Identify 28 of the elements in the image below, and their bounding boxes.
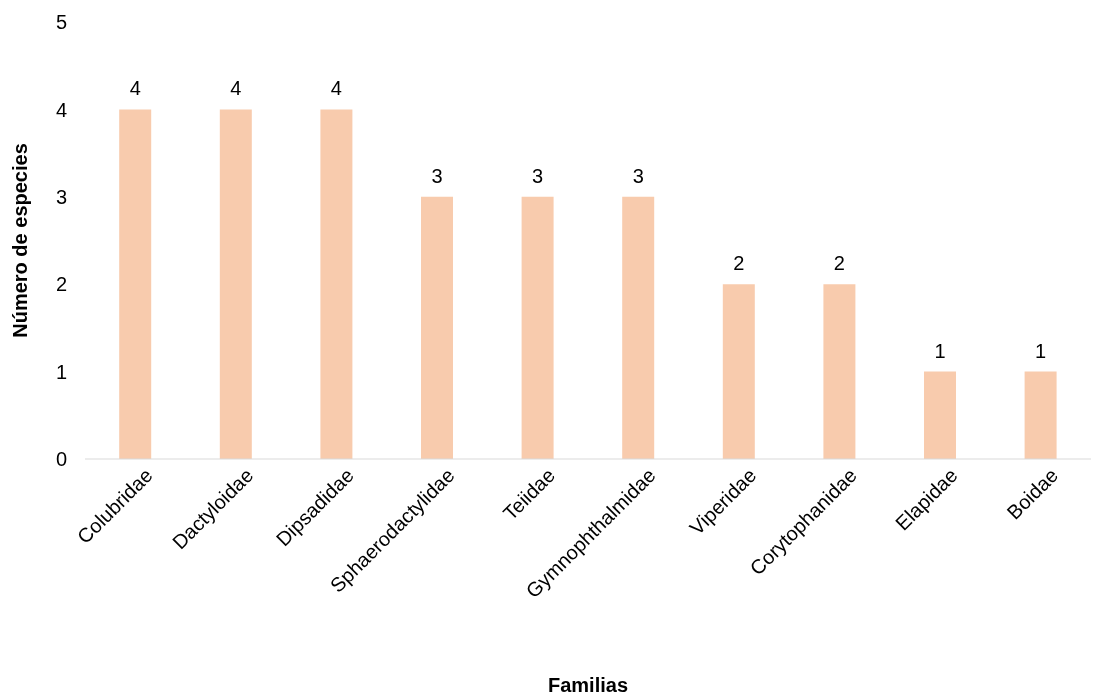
bar	[722, 284, 755, 459]
y-tick-label: 4	[55, 98, 67, 121]
bar	[320, 109, 353, 459]
bar	[924, 371, 956, 459]
y-tick-label: 5	[55, 11, 67, 34]
data-label: 4	[129, 77, 141, 100]
data-label: 3	[532, 164, 544, 187]
y-tick-label: 0	[55, 448, 67, 471]
y-tick-label: 2	[55, 273, 67, 296]
bar	[119, 109, 152, 459]
data-label: 2	[833, 252, 845, 275]
bar	[521, 196, 554, 459]
bar	[1024, 371, 1057, 459]
data-label: 4	[330, 77, 342, 100]
data-label: 2	[733, 252, 745, 275]
bar	[823, 284, 856, 459]
data-label: 4	[230, 77, 242, 100]
data-label: 3	[632, 164, 644, 187]
data-label: 1	[934, 339, 946, 362]
data-label: 1	[1035, 339, 1047, 362]
data-label: 3	[431, 164, 443, 187]
bar	[219, 109, 252, 459]
bar	[421, 196, 453, 459]
y-tick-label: 3	[55, 185, 67, 208]
y-tick-label: 1	[55, 360, 67, 383]
bar	[622, 196, 655, 459]
x-axis-title: Familias	[547, 674, 629, 694]
y-axis-title: Número de especies	[9, 143, 32, 338]
